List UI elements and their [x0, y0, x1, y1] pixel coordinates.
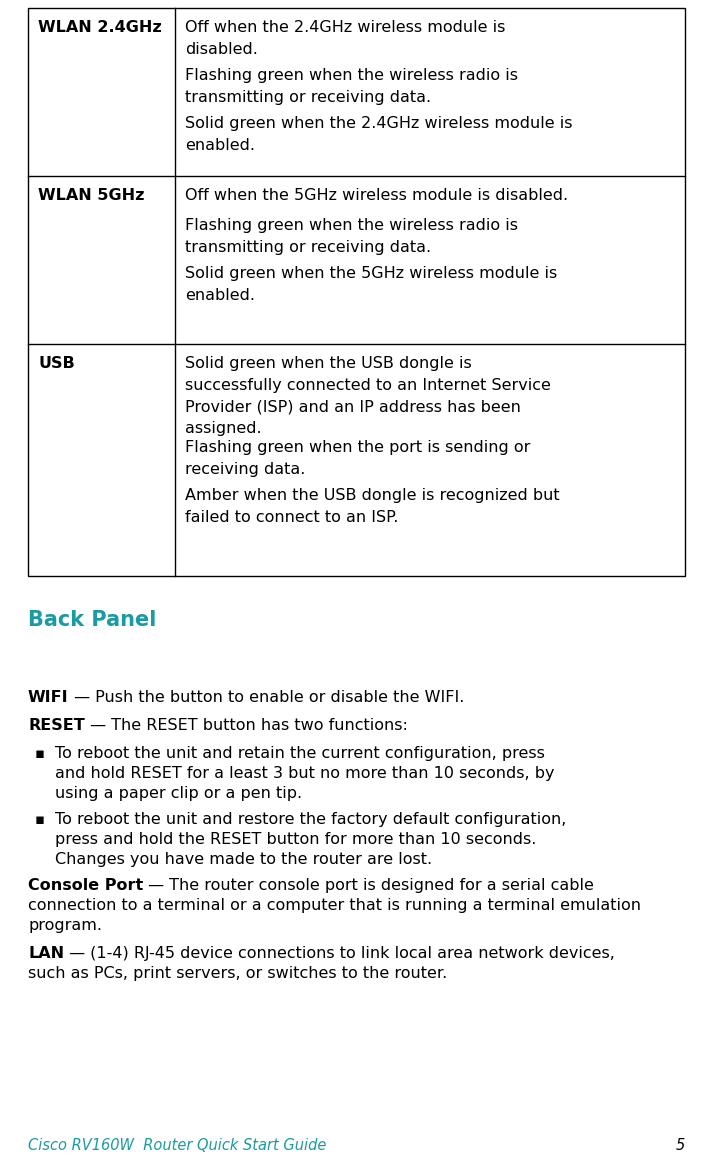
Text: press and hold the RESET button for more than 10 seconds.: press and hold the RESET button for more… — [55, 832, 536, 847]
Text: Off when the 5GHz wireless module is disabled.: Off when the 5GHz wireless module is dis… — [185, 188, 568, 203]
Text: Push the button to enable or disable the WIFI.: Push the button to enable or disable the… — [90, 690, 464, 705]
Text: Flashing green when the wireless radio is
transmitting or receiving data.: Flashing green when the wireless radio i… — [185, 218, 518, 254]
Text: Flashing green when the wireless radio is
transmitting or receiving data.: Flashing green when the wireless radio i… — [185, 68, 518, 104]
Text: —: — — [85, 718, 106, 733]
Bar — [28, 8, 685, 577]
Text: program.: program. — [28, 918, 102, 933]
Text: USB: USB — [38, 356, 75, 371]
Text: RESET: RESET — [28, 718, 85, 733]
Text: 5: 5 — [676, 1138, 685, 1153]
Text: WLAN 2.4GHz: WLAN 2.4GHz — [38, 20, 162, 35]
Text: (1-4) RJ-45 device connections to link local area network devices,: (1-4) RJ-45 device connections to link l… — [86, 947, 615, 960]
Text: Cisco RV160W  Router Quick Start Guide: Cisco RV160W Router Quick Start Guide — [28, 1138, 327, 1153]
Text: Solid green when the 5GHz wireless module is
enabled.: Solid green when the 5GHz wireless modul… — [185, 266, 558, 303]
Text: Back Panel: Back Panel — [28, 610, 156, 630]
Text: using a paper clip or a pen tip.: using a paper clip or a pen tip. — [55, 786, 302, 802]
Text: WLAN 5GHz: WLAN 5GHz — [38, 188, 145, 203]
Text: Amber when the USB dongle is recognized but
failed to connect to an ISP.: Amber when the USB dongle is recognized … — [185, 488, 560, 524]
Text: WIFI: WIFI — [28, 690, 68, 705]
Text: ▪: ▪ — [35, 812, 45, 827]
Text: LAN: LAN — [28, 947, 64, 960]
Text: The router console port is designed for a serial cable: The router console port is designed for … — [165, 878, 594, 893]
Text: and hold RESET for a least 3 but no more than 10 seconds, by: and hold RESET for a least 3 but no more… — [55, 766, 555, 781]
Text: Off when the 2.4GHz wireless module is
disabled.: Off when the 2.4GHz wireless module is d… — [185, 20, 506, 57]
Text: such as PCs, print servers, or switches to the router.: such as PCs, print servers, or switches … — [28, 966, 447, 981]
Text: —: — — [143, 878, 165, 893]
Text: To reboot the unit and restore the factory default configuration,: To reboot the unit and restore the facto… — [55, 812, 566, 827]
Text: To reboot the unit and retain the current configuration, press: To reboot the unit and retain the curren… — [55, 746, 545, 761]
Text: Solid green when the 2.4GHz wireless module is
enabled.: Solid green when the 2.4GHz wireless mod… — [185, 116, 573, 153]
Text: —: — — [68, 690, 90, 705]
Text: connection to a terminal or a computer that is running a terminal emulation: connection to a terminal or a computer t… — [28, 898, 641, 913]
Text: Changes you have made to the router are lost.: Changes you have made to the router are … — [55, 851, 432, 867]
Text: The RESET button has two functions:: The RESET button has two functions: — [106, 718, 408, 733]
Text: ▪: ▪ — [35, 746, 45, 761]
Text: —: — — [64, 947, 86, 960]
Text: Flashing green when the port is sending or
receiving data.: Flashing green when the port is sending … — [185, 440, 530, 477]
Text: Solid green when the USB dongle is
successfully connected to an Internet Service: Solid green when the USB dongle is succe… — [185, 356, 551, 436]
Text: Console Port: Console Port — [28, 878, 143, 893]
